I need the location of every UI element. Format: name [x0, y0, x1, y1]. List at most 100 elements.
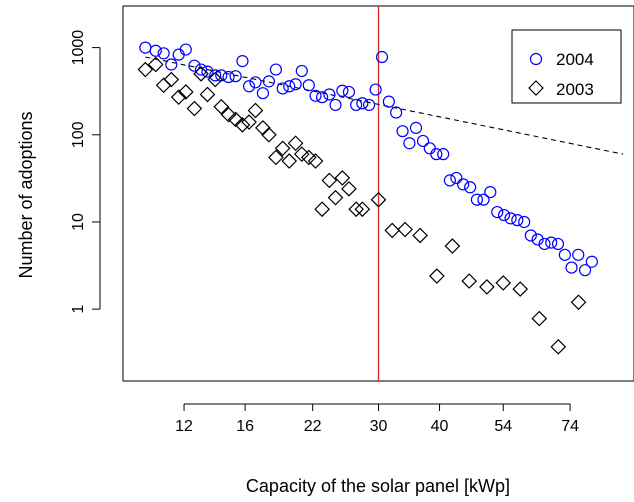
point-2004 — [242, 80, 256, 93]
point-2003 — [155, 77, 172, 94]
point-2003 — [300, 149, 317, 166]
point-2004 — [457, 178, 470, 191]
point-2003 — [495, 275, 512, 291]
point-2003 — [341, 180, 357, 197]
point-2003 — [348, 201, 364, 218]
point-2004 — [269, 63, 283, 76]
point-2004 — [188, 59, 201, 72]
point-2004 — [157, 47, 170, 60]
point-2004 — [295, 64, 308, 78]
legend-marker-2004 — [529, 52, 543, 66]
point-2003 — [550, 338, 567, 355]
point-2004 — [329, 98, 342, 112]
point-2003 — [314, 201, 330, 218]
point-2004 — [511, 214, 524, 227]
point-2003 — [193, 65, 209, 82]
point-2004 — [518, 215, 531, 229]
point-2004 — [350, 98, 363, 112]
point-2004 — [477, 193, 490, 206]
point-2004 — [262, 75, 276, 88]
point-2003 — [444, 238, 461, 254]
point-2003 — [570, 294, 587, 311]
x-tick-label: 16 — [236, 418, 254, 435]
point-2004 — [229, 70, 242, 83]
point-2003 — [384, 222, 401, 239]
x-tick-label: 54 — [494, 418, 512, 435]
point-2004 — [316, 91, 329, 104]
point-2004 — [342, 85, 356, 99]
point-2004 — [209, 69, 222, 82]
point-2003 — [293, 146, 310, 162]
point-2003 — [177, 84, 194, 100]
point-2004 — [403, 137, 416, 150]
point-2004 — [443, 174, 457, 187]
point-2004 — [179, 43, 192, 56]
point-2004 — [309, 89, 322, 102]
point-2004 — [565, 261, 578, 274]
point-2004 — [484, 186, 497, 199]
point-2003 — [213, 98, 230, 115]
point-2004 — [524, 229, 537, 242]
point-2004 — [396, 125, 409, 138]
point-2004 — [194, 63, 208, 76]
point-2003 — [247, 102, 264, 119]
point-2004 — [538, 237, 551, 251]
x-tick-label: 12 — [175, 418, 193, 435]
point-2003 — [274, 140, 291, 157]
point-2004 — [497, 208, 511, 222]
point-2003 — [479, 279, 495, 295]
point-2004 — [302, 79, 315, 92]
x-axis: 12 16 22 30 40 54 74 — [175, 403, 579, 435]
point-2003 — [321, 172, 338, 189]
series-2003 — [137, 56, 587, 355]
point-2004 — [236, 55, 249, 68]
point-2004 — [356, 97, 369, 110]
point-2004 — [323, 88, 336, 101]
point-2004 — [572, 248, 585, 261]
y-axis: 1 10 100 1000 — [70, 30, 101, 314]
x-axis-title: Capacity of the solar panel [kWp] — [246, 476, 510, 496]
point-2003 — [163, 71, 180, 88]
point-2003 — [334, 170, 351, 186]
point-2004 — [578, 264, 592, 277]
x-tick-label: 22 — [304, 418, 322, 435]
point-2004 — [149, 44, 162, 57]
point-2004 — [551, 237, 565, 251]
point-2003 — [268, 149, 284, 166]
point-2004 — [375, 50, 389, 64]
point-2004 — [382, 95, 395, 108]
point-2003 — [220, 106, 237, 123]
x-tick-label: 30 — [370, 418, 388, 435]
point-2003 — [370, 191, 387, 208]
point-2003 — [531, 310, 548, 327]
point-2003 — [461, 273, 478, 289]
point-2003 — [199, 86, 216, 103]
data-marks — [137, 6, 624, 381]
point-2004 — [504, 212, 517, 225]
point-2003 — [281, 153, 298, 169]
point-2004 — [369, 83, 382, 96]
point-2004 — [423, 142, 436, 155]
y-tick-label: 100 — [70, 121, 87, 148]
point-2004 — [165, 58, 178, 71]
y-axis-title: Number of adoptions — [16, 111, 36, 278]
point-2004 — [531, 233, 544, 246]
point-2004 — [416, 134, 430, 148]
point-2003 — [207, 71, 224, 88]
point-2004 — [491, 205, 504, 219]
point-2004 — [362, 98, 376, 112]
point-2003 — [512, 281, 529, 297]
legend-marker-2003 — [528, 80, 544, 96]
point-2004 — [390, 106, 403, 119]
point-2003 — [241, 114, 257, 130]
legend-box — [511, 29, 622, 104]
point-2004 — [289, 78, 302, 91]
point-2004 — [437, 148, 450, 161]
point-2004 — [450, 171, 463, 185]
point-2003 — [429, 268, 445, 284]
point-2003 — [397, 221, 413, 238]
point-2003 — [147, 56, 164, 73]
point-2004 — [336, 84, 349, 97]
point-2003 — [170, 89, 187, 106]
